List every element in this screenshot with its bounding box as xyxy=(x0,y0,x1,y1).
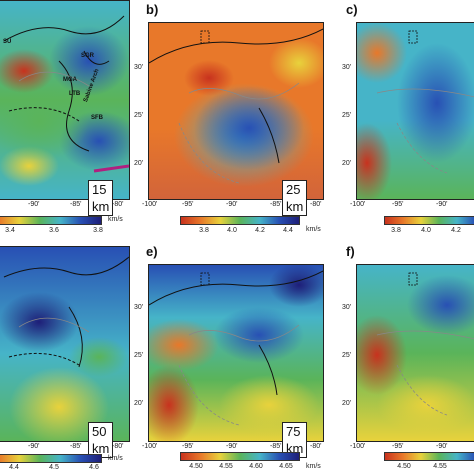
colorbar-e-tick-2: 4.55 xyxy=(219,463,233,470)
lon-tick-c-2: -95' xyxy=(392,201,404,208)
lat-tick-b-2: 25' xyxy=(134,112,144,119)
lon-tick-c-3: -90' xyxy=(436,201,448,208)
colorbar-f xyxy=(384,452,474,461)
colorbar-d-tick-3: 4.6 xyxy=(89,464,99,471)
lon-tick-f-3: -90' xyxy=(436,443,448,450)
panel-label-e: e) xyxy=(146,244,158,259)
map-e xyxy=(148,264,324,442)
depth-label-d: 50 km xyxy=(88,422,114,458)
lat-tick-c-2: 25' xyxy=(342,112,352,119)
colorbar-f-tick-2: 4.55 xyxy=(433,463,447,470)
colorbar-b xyxy=(180,216,300,225)
lat-tick-c-3: 20' xyxy=(342,160,352,167)
lon-tick-e-4: -85' xyxy=(270,443,282,450)
geology-lines-d xyxy=(3,256,129,368)
colorbar-a xyxy=(0,216,102,225)
map-f xyxy=(356,264,474,442)
colorbar-b-tick-1: 3.8 xyxy=(199,227,209,234)
panel-label-c: c) xyxy=(346,2,358,17)
geology-lines-f xyxy=(376,272,474,416)
lat-tick-e-2: 25' xyxy=(134,352,144,359)
colorbar-a-tick-2: 3.6 xyxy=(49,227,59,234)
label-sgr: SGR xyxy=(81,53,95,59)
colorbar-e xyxy=(180,452,300,461)
colorbar-b-tick-4: 4.4 xyxy=(283,227,293,234)
label-su: SU xyxy=(3,39,12,45)
colorbar-d xyxy=(0,454,102,463)
colorbar-d-tick-2: 4.5 xyxy=(49,464,59,471)
label-sfb: SFB xyxy=(91,115,103,121)
lon-tick-a-3: -80' xyxy=(112,201,124,208)
panel-label-b: b) xyxy=(146,2,159,17)
colorbar-c xyxy=(384,216,474,225)
colorbar-f-tick-1: 4.50 xyxy=(397,463,411,470)
depth-label-a: 15 km xyxy=(88,180,114,216)
lat-tick-b-1: 30' xyxy=(134,64,144,71)
lat-tick-c-1: 30' xyxy=(342,64,352,71)
colorbar-c-tick-3: 4.2 xyxy=(451,227,461,234)
lon-tick-b-2: -95' xyxy=(182,201,194,208)
lon-tick-b-4: -85' xyxy=(270,201,282,208)
lat-tick-f-3: 20' xyxy=(342,400,352,407)
geology-lines-b xyxy=(149,28,323,184)
colorbar-e-unit: km/s xyxy=(306,463,321,470)
lat-tick-e-1: 30' xyxy=(134,304,144,311)
colorbar-b-tick-3: 4.2 xyxy=(255,227,265,234)
map-c xyxy=(356,22,474,200)
lon-tick-e-3: -90' xyxy=(226,443,238,450)
colorbar-e-tick-3: 4.60 xyxy=(249,463,263,470)
colorbar-b-unit: km/s xyxy=(306,226,321,233)
lon-tick-f-2: -95' xyxy=(392,443,404,450)
colorbar-a-unit: km/s xyxy=(108,216,123,223)
lon-tick-d-3: -80' xyxy=(112,443,124,450)
map-d xyxy=(0,246,130,442)
colorbar-e-tick-1: 4.50 xyxy=(189,463,203,470)
lat-tick-e-3: 20' xyxy=(134,400,144,407)
lon-tick-f-1: -100' xyxy=(350,443,366,450)
lon-tick-d-1: -90' xyxy=(28,443,40,450)
lon-tick-e-2: -95' xyxy=(182,443,194,450)
lon-tick-b-5: -80' xyxy=(310,201,322,208)
map-b xyxy=(148,22,324,200)
lon-tick-d-2: -85' xyxy=(70,443,82,450)
lon-tick-e-1: -100' xyxy=(142,443,158,450)
lon-tick-c-1: -100' xyxy=(350,201,366,208)
lon-tick-e-5: -80' xyxy=(310,443,322,450)
colorbar-a-tick-1: 3.4 xyxy=(5,227,15,234)
geology-lines-e xyxy=(149,270,323,426)
label-mga: MGA xyxy=(63,77,77,83)
lon-tick-a-1: -90' xyxy=(28,201,40,208)
lon-tick-a-2: -85' xyxy=(70,201,82,208)
geology-lines-c xyxy=(376,30,474,174)
label-ltb: LTB xyxy=(69,91,81,97)
colorbar-d-unit: km/s xyxy=(108,455,123,462)
colorbar-b-tick-2: 4.0 xyxy=(227,227,237,234)
map-a: SU SGR MGA LTB Sabine Arch SFB xyxy=(0,0,130,200)
colorbar-a-tick-3: 3.8 xyxy=(93,227,103,234)
lat-tick-f-2: 25' xyxy=(342,352,352,359)
depth-label-b: 25 km xyxy=(282,180,308,216)
colorbar-c-tick-1: 3.8 xyxy=(391,227,401,234)
colorbar-d-tick-1: 4.4 xyxy=(9,464,19,471)
lat-tick-b-3: 20' xyxy=(134,160,144,167)
geology-lines-a xyxy=(3,15,129,173)
colorbar-c-tick-2: 4.0 xyxy=(421,227,431,234)
panel-label-f: f) xyxy=(346,244,355,259)
lon-tick-b-3: -90' xyxy=(226,201,238,208)
lon-tick-b-1: -100' xyxy=(142,201,158,208)
colorbar-e-tick-4: 4.65 xyxy=(279,463,293,470)
lat-tick-f-1: 30' xyxy=(342,304,352,311)
